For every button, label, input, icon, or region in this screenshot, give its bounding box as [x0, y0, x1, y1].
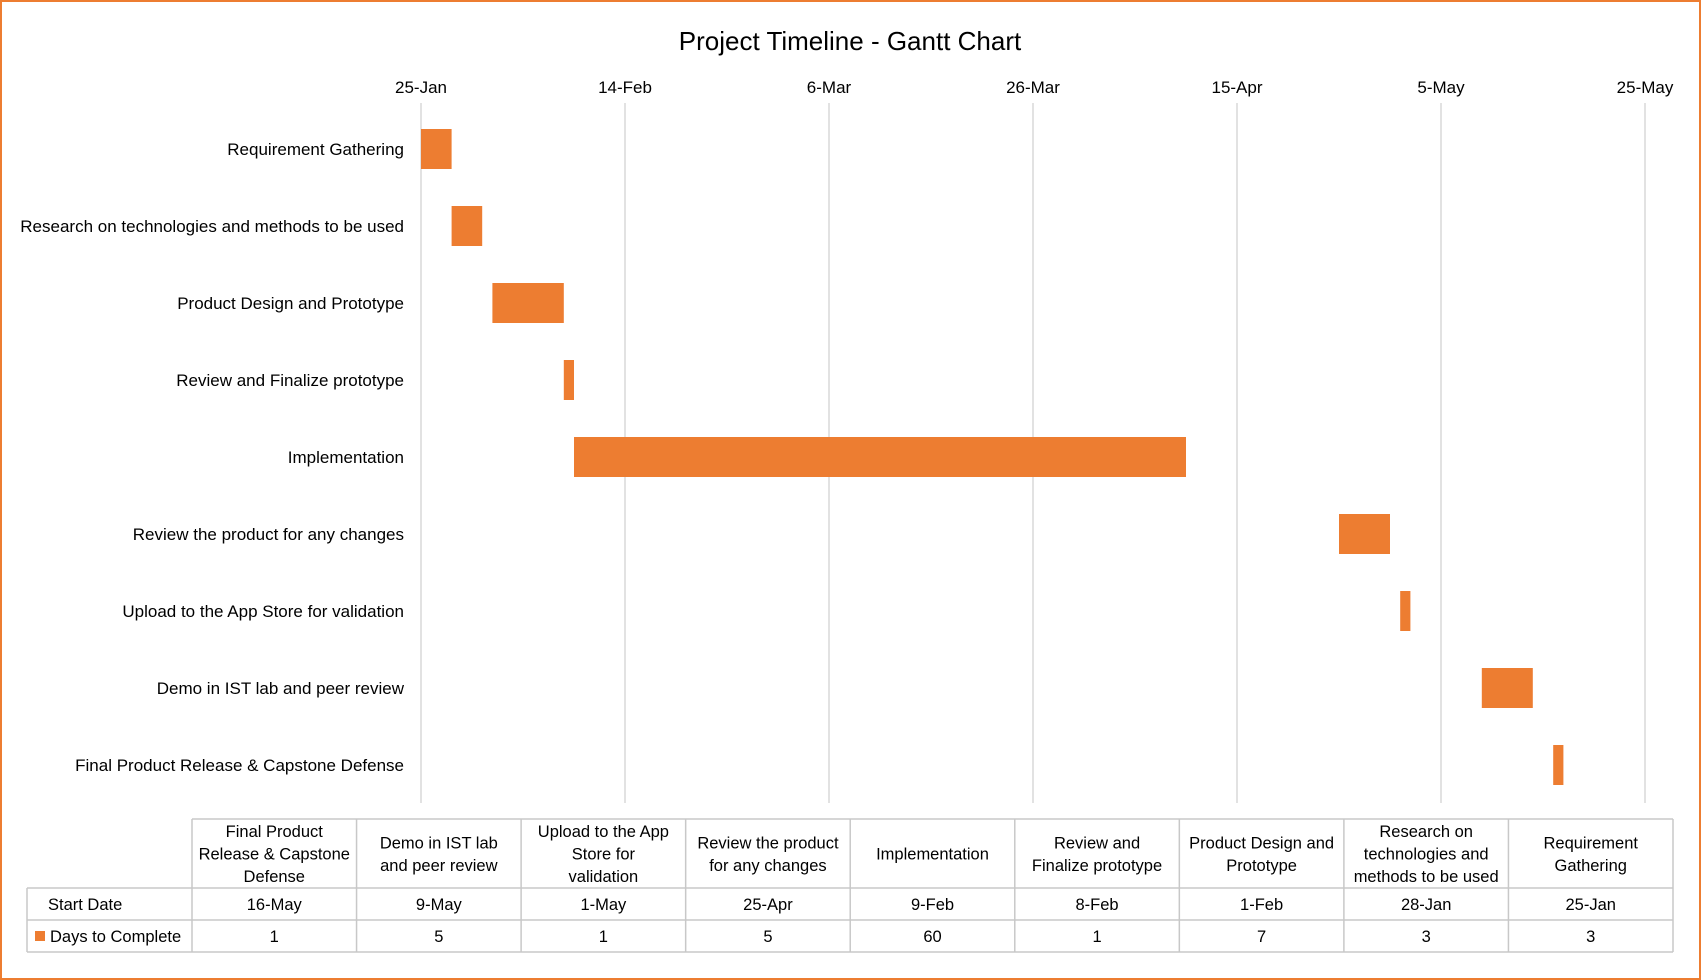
table-cell: 3	[1422, 928, 1431, 946]
task-bar	[421, 129, 452, 169]
table-cell: 5	[763, 928, 772, 946]
table-cell: 1	[270, 928, 279, 946]
task-bar	[1400, 591, 1411, 631]
table-header-cell: Upload to the App Store for validation	[538, 823, 669, 886]
task-bar	[563, 360, 574, 400]
task-bar	[1553, 745, 1564, 785]
table-header-cell: Review the product for any changes	[697, 834, 839, 875]
task-label: Research on technologies and methods to …	[20, 217, 404, 236]
table-cell: 5	[434, 928, 443, 946]
x-tick-label: 5-May	[1417, 78, 1465, 97]
legend-swatch	[35, 931, 45, 941]
table-header-cell: Product Design and Prototype	[1189, 834, 1334, 875]
table-row-label: Days to Complete	[50, 928, 181, 946]
task-label: Demo in IST lab and peer review	[157, 679, 405, 698]
table-header-cell: Review and Finalize prototype	[1032, 834, 1162, 875]
table-cell: 7	[1257, 928, 1266, 946]
table-row-label: Start Date	[48, 896, 122, 914]
task-label: Requirement Gathering	[227, 140, 404, 159]
table-cell: 25-Jan	[1565, 896, 1615, 914]
x-tick-label: 14-Feb	[598, 78, 652, 97]
task-bar	[451, 206, 483, 246]
table-cell: 25-Apr	[743, 896, 793, 914]
x-tick-label: 6-Mar	[807, 78, 852, 97]
task-label: Product Design and Prototype	[177, 294, 404, 313]
x-tick-label: 25-May	[1617, 78, 1674, 97]
table-cell: 16-May	[247, 896, 303, 914]
table-cell: 1-May	[580, 896, 627, 914]
task-label: Implementation	[288, 448, 404, 467]
table-cell: 9-Feb	[911, 896, 954, 914]
task-bar	[492, 283, 564, 323]
table-cell: 1	[1092, 928, 1101, 946]
table-header-cell: Implementation	[876, 846, 989, 864]
task-label: Review the product for any changes	[133, 525, 404, 544]
table-header-cell: Final Product Release & Capstone Defense	[199, 823, 350, 886]
table-cell: 1	[599, 928, 608, 946]
table-cell: 28-Jan	[1401, 896, 1451, 914]
table-cell: 8-Feb	[1076, 896, 1119, 914]
x-tick-label: 25-Jan	[395, 78, 447, 97]
table-header-cell: Requirement Gathering	[1543, 834, 1638, 875]
task-label: Upload to the App Store for validation	[122, 602, 404, 621]
task-label: Final Product Release & Capstone Defense	[75, 756, 404, 775]
table-cell: 60	[923, 928, 941, 946]
x-tick-label: 15-Apr	[1211, 78, 1262, 97]
table-header-cell: Research on technologies and methods to be…	[1354, 823, 1499, 886]
table-cell: 3	[1586, 928, 1595, 946]
table-cell: 1-Feb	[1240, 896, 1283, 914]
table-header-cell: Demo in IST lab and peer review	[380, 834, 498, 875]
x-tick-label: 26-Mar	[1006, 78, 1060, 97]
task-bar	[1481, 668, 1533, 708]
chart-title: Project Timeline - Gantt Chart	[679, 26, 1022, 56]
task-bar	[1339, 514, 1390, 554]
task-label: Review and Finalize prototype	[176, 371, 404, 390]
task-bar	[574, 437, 1186, 477]
table-cell: 9-May	[416, 896, 463, 914]
